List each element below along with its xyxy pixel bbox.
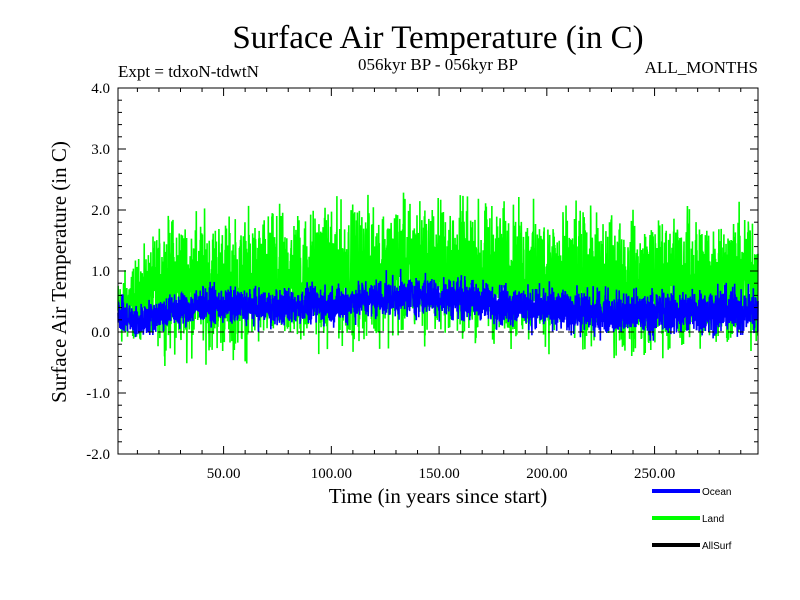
legend: Ocean Land AllSurf <box>652 487 732 552</box>
chart-title: Surface Air Temperature (in C) <box>232 20 643 56</box>
plot-area <box>117 87 759 455</box>
experiment-label: Expt = tdxoN-tdwtN <box>118 62 259 81</box>
y-tick-label: -1.0 <box>86 386 110 402</box>
x-tick-label: 150.00 <box>418 466 459 482</box>
series-land-line <box>117 192 759 367</box>
legend-label-allsurf: AllSurf <box>702 541 732 552</box>
period-label: 056kyr BP - 056kyr BP <box>358 55 518 74</box>
x-tick-label: 200.00 <box>526 466 567 482</box>
x-tick-labels: 50.00 100.00 150.00 200.00 250.00 <box>207 466 675 482</box>
ticks-layer <box>118 87 758 455</box>
series-ocean-line <box>117 268 759 341</box>
x-tick-label: 250.00 <box>634 466 675 482</box>
months-label: ALL_MONTHS <box>645 58 758 77</box>
x-tick-label: 50.00 <box>207 466 241 482</box>
y-tick-label: 3.0 <box>91 142 110 158</box>
x-axis-label: Time (in years since start) <box>329 484 548 508</box>
y-tick-label: 0.0 <box>91 325 110 341</box>
y-axis-label: Surface Air Temperature (in C) <box>47 141 71 403</box>
y-tick-label: 1.0 <box>91 264 110 280</box>
legend-label-ocean: Ocean <box>702 487 731 498</box>
y-tick-label: 2.0 <box>91 203 110 219</box>
y-tick-label: -2.0 <box>86 447 110 463</box>
x-tick-label: 100.00 <box>311 466 352 482</box>
series-layer <box>117 192 759 367</box>
y-tick-labels: -2.0 -1.0 0.0 1.0 2.0 3.0 4.0 <box>86 81 110 463</box>
y-tick-label: 4.0 <box>91 81 110 97</box>
legend-label-land: Land <box>702 514 724 525</box>
